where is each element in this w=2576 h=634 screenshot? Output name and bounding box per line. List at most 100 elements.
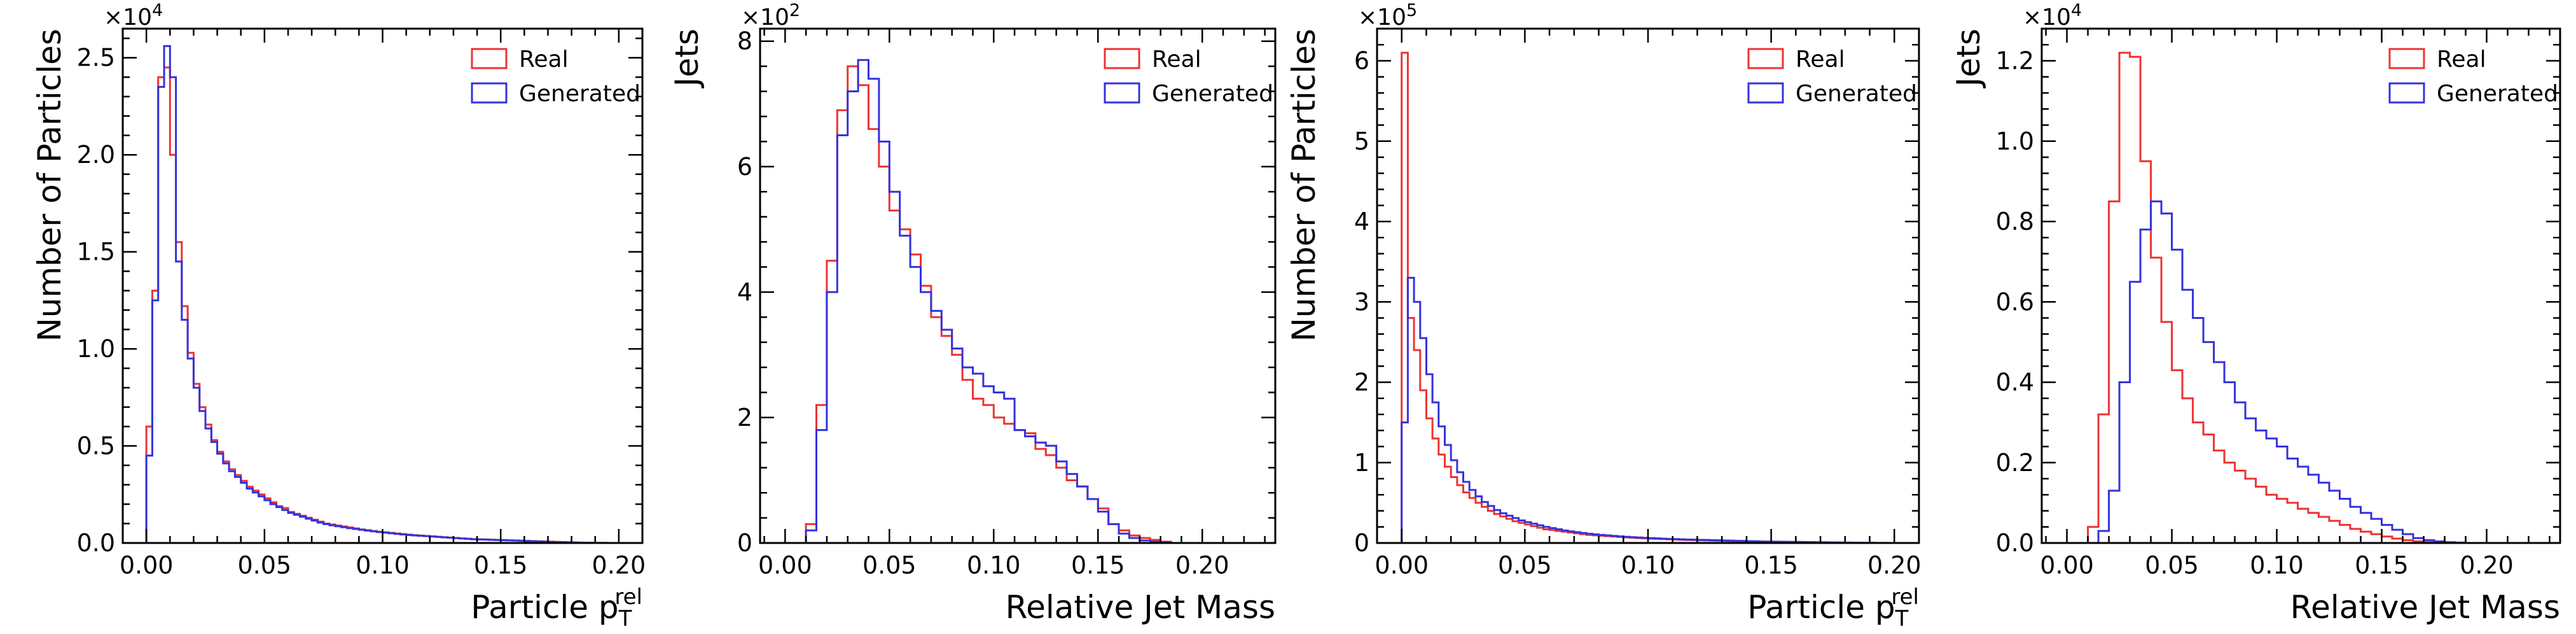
x-tick-label: 0.20 [1867,551,1922,579]
chart-panel-4: 0.00 0.05 0.10 0.15 0.20 0.0 0.2 0.4 0.6 0.8 1.0 1.… [1950,1,2561,626]
y-axis-label: Number of Particles [31,29,68,342]
legend-label-real: Real [2437,46,2486,73]
x-axis-label-superscript: rel [614,584,642,610]
legend-swatch-generated [1747,82,1784,104]
x-tick-label: 0.15 [1744,551,1798,579]
x-tick-label: 0.05 [238,551,292,579]
x-tick-label: 0.20 [2460,551,2514,579]
x-axis-label-main: Particle p [471,589,618,626]
y-tick-label: 1.0 [77,335,115,363]
x-axis-label-main: Relative Jet Mass [2290,589,2560,626]
y-tick-label: 4 [737,278,752,306]
y-tick-label: 6 [737,153,752,181]
y-exponent-label: ×102 [741,1,800,31]
y-exponent-label: ×104 [104,1,163,31]
x-tick-label: 0.10 [1621,551,1675,579]
y-tick-label: 0.0 [77,529,115,557]
y-axis-label: Jets [668,29,705,88]
x-tick-label: 0.05 [1498,551,1552,579]
y-tick-label: 1.2 [1996,47,2034,75]
x-tick-label: 0.20 [1175,551,1229,579]
x-axis-label-subscript: T [618,606,632,631]
x-tick-label: 0.15 [474,551,528,579]
y-tick-label: 0.6 [1996,288,2034,316]
x-tick-label: 0.00 [2040,551,2094,579]
y-tick-label: 2.5 [77,44,115,72]
y-tick-label: 0.2 [1996,449,2034,477]
legend: Real Generated [1747,46,1917,107]
axes-frame [759,27,1277,544]
legend-label-generated: Generated [1152,81,1273,107]
legend-label-real: Real [1796,46,1845,73]
y-tick-label: 3 [1354,288,1369,316]
series-generated-histogram [145,45,619,544]
x-axis-label: Relative Jet Mass [2290,589,2560,626]
y-tick-label: 1.5 [77,238,115,266]
y-axis-label: Jets [1950,29,1987,88]
legend-swatch-generated [471,82,508,104]
y-tick-label: 2.0 [77,141,115,169]
legend-swatch-real [2388,48,2425,69]
legend-label-generated: Generated [519,81,641,107]
x-axis-label-main: Relative Jet Mass [1006,589,1275,626]
y-tick-label: 1.0 [1996,127,2034,155]
y-tick-label: 0.8 [1996,208,2034,236]
legend: Real Generated [471,46,641,107]
x-tick-label: 0.10 [356,551,410,579]
legend-label-generated: Generated [2437,81,2558,107]
y-tick-label: 1 [1354,449,1369,477]
y-tick-label: 0.4 [1996,369,2034,397]
y-tick-label: 2 [1354,369,1369,397]
y-exponent-power: 5 [1406,1,1417,20]
y-tick-label: 5 [1354,127,1369,155]
y-tick-label: 0.0 [1996,529,2034,557]
x-tick-label: 0.10 [967,551,1021,579]
y-axis-label: Number of Particles [1285,29,1322,342]
legend: Real Generated [2388,46,2558,107]
legend-swatch-real [471,48,508,69]
y-tick-label: 6 [1354,47,1369,75]
legend-swatch-real [1104,48,1140,69]
y-tick-label: 0 [1354,529,1369,557]
x-tick-label: 0.00 [1375,551,1429,579]
chart-panel-2: 0.00 0.05 0.10 0.15 0.2002468×102JetsRelativ… [668,1,1277,626]
series-real-histogram [1401,52,1895,544]
y-exponent-label: ×104 [2023,1,2082,31]
x-tick-label: 0.15 [2355,551,2409,579]
chart-panel-1: 0.00 0.05 0.10 0.15 0.20 0.0 0.5 1.0 1.5 2.0 2.5 ×1… [31,1,646,631]
y-tick-label: 2 [737,404,752,432]
y-exponent-base: ×10 [2023,4,2071,31]
series-real-histogram [145,66,619,544]
x-tick-label: 0.10 [2250,551,2304,579]
legend-label-real: Real [519,46,569,73]
x-tick-label: 0.20 [592,551,646,579]
x-tick-label: 0.15 [1071,551,1125,579]
y-exponent-base: ×10 [741,4,789,31]
y-exponent-base: ×10 [1358,4,1406,31]
legend-label-real: Real [1152,46,1201,73]
x-axis-label-superscript: rel [1891,584,1919,610]
x-tick-label: 0.05 [862,551,917,579]
y-exponent-label: ×105 [1358,1,1417,31]
legend-swatch-real [1747,48,1784,69]
series-real-histogram [785,65,1203,544]
x-tick-label: 0.05 [2145,551,2199,579]
x-axis-label: Particle pTrel [1747,584,1919,631]
legend-swatch-generated [1104,82,1140,104]
y-exponent-power: 4 [152,1,163,20]
x-tick-label: 0.00 [120,551,174,579]
y-exponent-base: ×10 [104,4,152,31]
legend: Real Generated [1104,46,1273,107]
legend-label-generated: Generated [1796,81,1917,107]
y-exponent-power: 4 [2071,1,2082,20]
x-tick-label: 0.00 [758,551,812,579]
x-axis-label-main: Particle p [1747,589,1895,626]
y-tick-label: 8 [737,27,752,55]
series-generated-histogram [785,59,1203,544]
x-axis-label: Particle pTrel [471,584,642,631]
y-tick-label: 4 [1354,208,1369,236]
series-real-histogram [2067,52,2487,544]
y-tick-label: 0.5 [77,432,115,460]
